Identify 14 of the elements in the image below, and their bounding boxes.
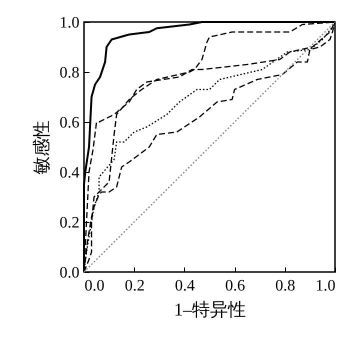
y-tick-label: 0.6 bbox=[60, 114, 80, 132]
x-tick-label: 0.2 bbox=[124, 278, 145, 294]
y-axis-title: 敏感性 bbox=[32, 120, 52, 174]
x-tick-label: 0.6 bbox=[225, 278, 246, 294]
x-tick-label: 0.8 bbox=[275, 278, 296, 294]
x-tick-label: 1.0 bbox=[316, 278, 336, 294]
y-tick-label: 1.0 bbox=[60, 14, 80, 32]
y-tick-label: 0.8 bbox=[60, 64, 80, 82]
y-tick-label: 0.4 bbox=[60, 164, 80, 182]
y-tick-label: 0.0 bbox=[60, 264, 80, 282]
x-tick-label: 0.4 bbox=[174, 278, 195, 294]
x-axis-title: 1–特异性 bbox=[174, 300, 246, 320]
y-tick-label: 0.2 bbox=[60, 214, 80, 232]
x-tick-label: 0.0 bbox=[84, 278, 104, 294]
